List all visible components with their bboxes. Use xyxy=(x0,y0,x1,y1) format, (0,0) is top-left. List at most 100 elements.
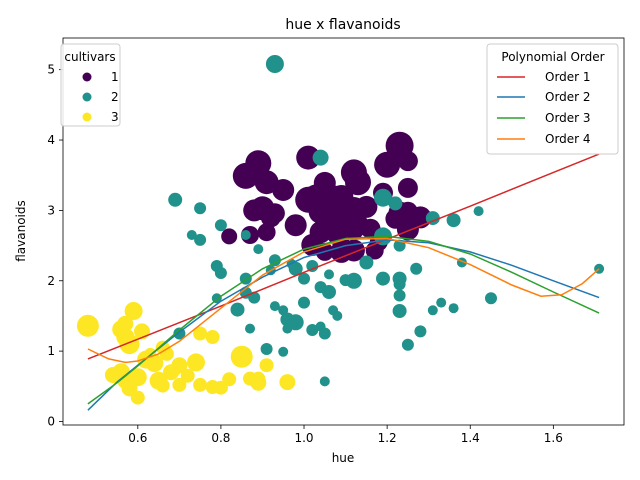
point-cultivar-2 xyxy=(214,219,227,232)
fit-line-order-4 xyxy=(87,237,600,364)
point-cultivar-2 xyxy=(306,324,319,336)
legend-label-cultivar-3: 3 xyxy=(111,110,119,124)
x-tick-label: 0.8 xyxy=(211,431,230,445)
point-cultivar-1 xyxy=(232,162,259,189)
point-cultivar-1 xyxy=(345,169,371,196)
point-cultivar-1 xyxy=(284,214,307,237)
cultivars-legend: cultivars 1 2 3 xyxy=(60,43,121,127)
point-cultivar-2 xyxy=(265,55,284,73)
point-cultivar-2 xyxy=(282,323,293,334)
point-cultivar-3 xyxy=(193,326,208,341)
point-cultivar-2 xyxy=(410,262,423,275)
point-cultivar-3 xyxy=(251,371,266,386)
point-cultivar-2 xyxy=(485,292,497,305)
y-tick-label: 5 xyxy=(47,63,55,77)
point-cultivar-2 xyxy=(376,271,390,286)
y-tick-label: 4 xyxy=(47,133,55,147)
point-cultivar-2 xyxy=(319,376,330,387)
point-cultivar-2 xyxy=(214,267,227,279)
x-tick-label: 1.6 xyxy=(544,431,563,445)
point-cultivar-3 xyxy=(187,353,205,372)
point-cultivar-2 xyxy=(332,310,343,321)
point-cultivar-2 xyxy=(298,272,310,285)
point-cultivar-2 xyxy=(393,278,406,291)
y-axis-label: flavanoids xyxy=(14,200,28,262)
point-cultivar-1 xyxy=(344,222,363,241)
point-cultivar-3 xyxy=(119,334,140,355)
point-cultivar-1 xyxy=(260,207,281,228)
y-tick-label: 1 xyxy=(47,344,55,358)
point-cultivar-2 xyxy=(269,301,280,312)
point-cultivar-2 xyxy=(298,296,310,309)
point-cultivar-3 xyxy=(130,390,145,405)
point-cultivar-2 xyxy=(401,338,414,351)
legend-label-order-2: Order 2 xyxy=(545,90,591,104)
point-cultivar-2 xyxy=(248,291,261,304)
point-cultivar-1 xyxy=(243,199,266,222)
point-cultivar-2 xyxy=(306,260,319,272)
x-tick-label: 1.4 xyxy=(461,431,480,445)
point-cultivar-2 xyxy=(260,343,273,355)
legend-label-order-1: Order 1 xyxy=(545,70,591,84)
axes: 0.6 0.8 1.0 1.2 1.4 1.6 0 1 2 3 4 5 xyxy=(47,63,563,445)
point-cultivar-2 xyxy=(240,230,251,240)
x-tick-label: 1.0 xyxy=(294,431,313,445)
point-cultivar-1 xyxy=(385,208,406,229)
polynomial-order-legend-box xyxy=(486,43,619,155)
point-cultivar-3 xyxy=(169,364,182,377)
point-cultivar-2 xyxy=(194,233,207,246)
x-tick-label: 1.2 xyxy=(378,431,397,445)
point-cultivar-1 xyxy=(221,228,238,245)
polynomial-order-legend: Polynomial Order Order 1 Order 2 Order 3… xyxy=(486,43,619,155)
point-cultivar-3 xyxy=(76,314,99,337)
point-cultivar-2 xyxy=(446,213,461,228)
cultivar-3-points xyxy=(76,302,296,405)
point-cultivar-3 xyxy=(259,358,274,373)
point-cultivar-3 xyxy=(222,372,237,387)
point-cultivar-1 xyxy=(355,195,378,218)
point-cultivar-2 xyxy=(230,302,245,317)
fit-line-order-3 xyxy=(87,235,600,405)
point-cultivar-3 xyxy=(230,345,253,368)
point-cultivar-3 xyxy=(193,377,208,392)
point-cultivar-1 xyxy=(296,145,321,170)
point-cultivar-2 xyxy=(318,327,331,340)
x-tick-label: 0.6 xyxy=(128,431,147,445)
point-cultivar-2 xyxy=(168,192,183,207)
legend-label-cultivar-2: 2 xyxy=(111,90,119,104)
point-cultivar-2 xyxy=(253,244,264,255)
point-cultivar-2 xyxy=(268,254,281,267)
point-cultivar-2 xyxy=(427,305,438,316)
cultivars-legend-box xyxy=(60,43,121,127)
legend-marker-cultivar-3 xyxy=(82,112,92,122)
point-cultivar-1 xyxy=(272,179,295,201)
point-cultivar-3 xyxy=(172,377,187,392)
legend-marker-cultivar-1 xyxy=(82,72,92,82)
point-cultivar-2 xyxy=(392,304,407,318)
point-cultivar-3 xyxy=(279,374,296,391)
point-cultivar-2 xyxy=(245,323,255,334)
x-axis-label: hue xyxy=(332,451,355,465)
point-cultivar-2 xyxy=(436,297,447,308)
point-cultivar-1 xyxy=(397,177,418,198)
cultivar-2-points xyxy=(168,55,605,387)
point-cultivar-1 xyxy=(397,151,418,172)
legend-label-order-3: Order 3 xyxy=(545,111,591,125)
point-cultivar-2 xyxy=(425,211,440,226)
point-cultivar-3 xyxy=(155,378,170,393)
y-tick-label: 2 xyxy=(47,274,55,288)
point-cultivar-2 xyxy=(345,272,362,289)
legend-label-order-4: Order 4 xyxy=(545,132,591,146)
point-cultivar-2 xyxy=(186,230,197,240)
polynomial-order-legend-title: Polynomial Order xyxy=(501,50,604,64)
chart-title: hue x flavanoids xyxy=(285,17,400,33)
point-cultivar-2 xyxy=(473,206,484,217)
point-cultivar-2 xyxy=(278,346,289,357)
fit-line-order-1 xyxy=(87,153,600,360)
point-cultivar-2 xyxy=(388,196,403,211)
point-cultivar-1 xyxy=(374,151,401,178)
point-cultivar-2 xyxy=(324,269,334,280)
point-cultivar-2 xyxy=(194,202,207,215)
point-cultivar-2 xyxy=(374,188,392,207)
